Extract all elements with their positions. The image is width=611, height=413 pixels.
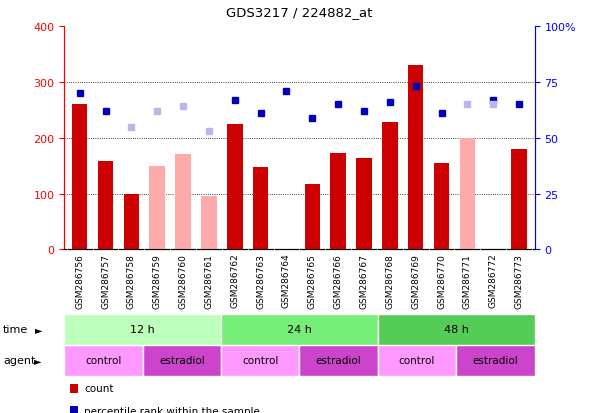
Text: GSM286772: GSM286772 [489,253,498,308]
Text: GSM286764: GSM286764 [282,253,291,308]
Bar [64,314,221,345]
Bar [227,124,243,250]
Bar [456,345,535,376]
Text: ►: ► [34,355,41,366]
Text: GSM286769: GSM286769 [411,253,420,308]
Text: control: control [85,355,122,366]
Text: agent: agent [3,355,35,366]
Text: estradiol: estradiol [316,355,362,366]
Bar [72,105,87,250]
Text: GSM286767: GSM286767 [359,253,368,308]
Bar [175,155,191,250]
Text: GSM286760: GSM286760 [178,253,188,308]
Bar [378,345,456,376]
Text: estradiol: estradiol [472,355,518,366]
Text: percentile rank within the sample: percentile rank within the sample [84,406,260,413]
Text: control: control [399,355,435,366]
Text: count: count [84,383,114,393]
Text: GSM286757: GSM286757 [101,253,110,308]
Bar [221,314,378,345]
Text: 12 h: 12 h [130,324,155,335]
Bar [408,66,423,250]
Bar [511,150,527,250]
Text: GSM286773: GSM286773 [514,253,524,308]
Text: GSM286770: GSM286770 [437,253,446,308]
Text: GSM286766: GSM286766 [334,253,343,308]
Bar [150,166,165,250]
Text: GSM286763: GSM286763 [256,253,265,308]
Bar [142,345,221,376]
Text: control: control [242,355,279,366]
Bar [221,345,299,376]
Bar [378,314,535,345]
Text: time: time [3,324,28,335]
Bar [64,345,142,376]
Bar [356,159,371,250]
Bar [299,345,378,376]
Text: GSM286771: GSM286771 [463,253,472,308]
Bar [98,162,113,250]
Text: 48 h: 48 h [444,324,469,335]
Text: estradiol: estradiol [159,355,205,366]
Text: GSM286765: GSM286765 [308,253,317,308]
Bar [304,184,320,250]
Bar [253,167,268,250]
Text: GDS3217 / 224882_at: GDS3217 / 224882_at [226,6,373,19]
Text: ►: ► [35,324,43,335]
Text: GSM286761: GSM286761 [205,253,213,308]
Bar [382,123,398,250]
Text: 24 h: 24 h [287,324,312,335]
Bar [331,154,346,250]
Text: GSM286758: GSM286758 [127,253,136,308]
Text: GSM286756: GSM286756 [75,253,84,308]
Bar [459,138,475,250]
Text: GSM286762: GSM286762 [230,253,240,308]
Text: GSM286768: GSM286768 [386,253,394,308]
Bar [434,164,449,250]
Bar [201,197,217,250]
Bar [123,194,139,250]
Text: GSM286759: GSM286759 [153,253,162,308]
